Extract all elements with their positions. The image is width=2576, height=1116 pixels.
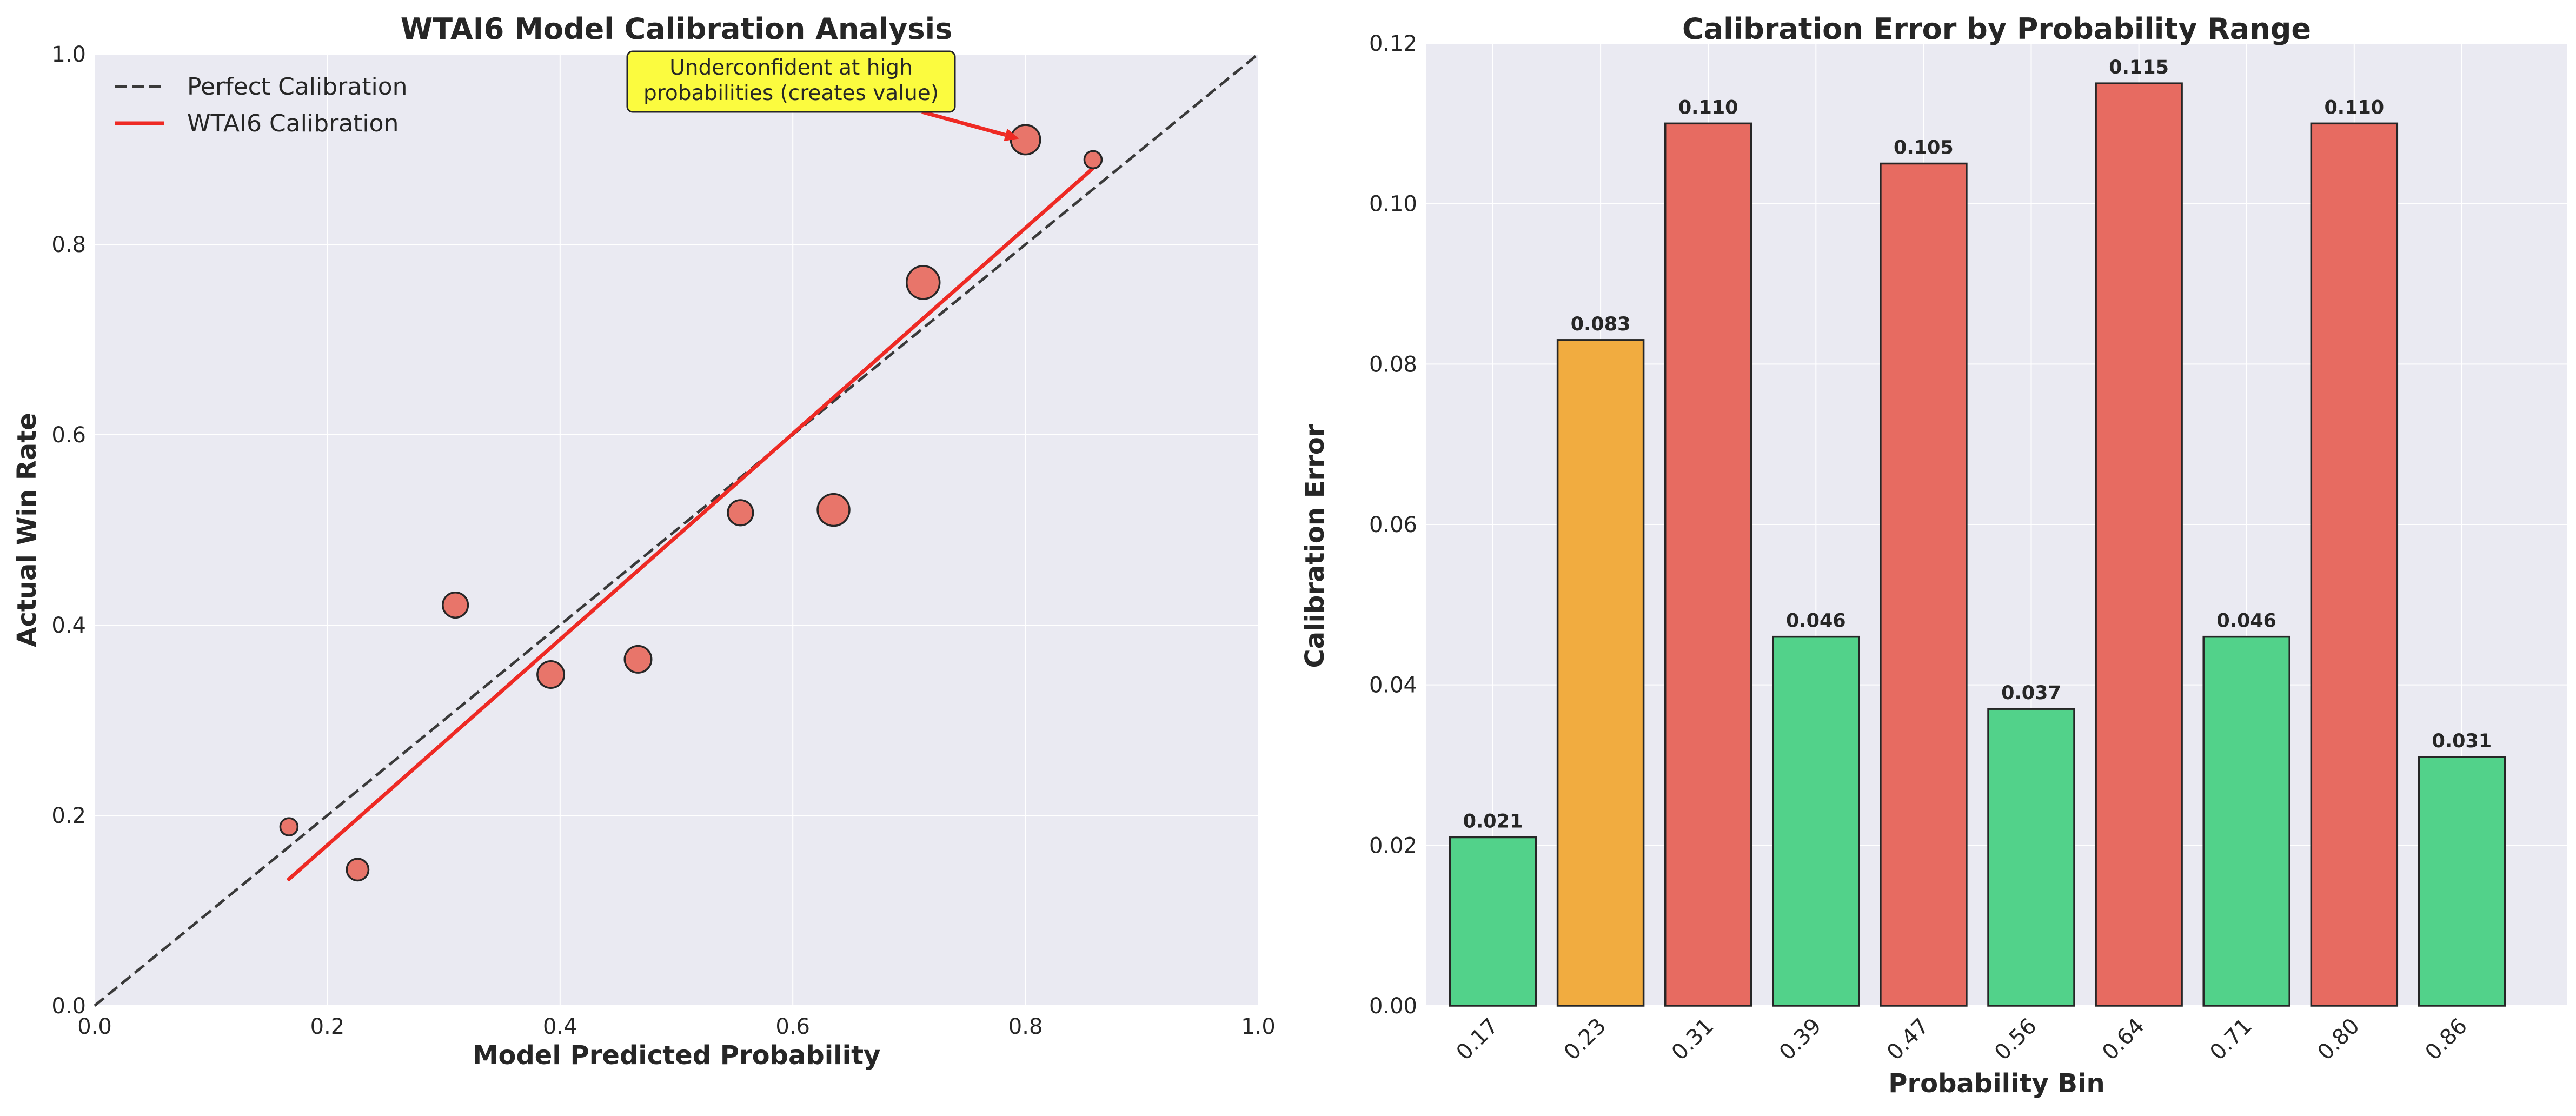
bar-value-label: 0.021 [1463, 811, 1523, 833]
data-point [816, 493, 851, 527]
y-axis-label: Actual Win Rate [12, 413, 42, 647]
bar [2202, 635, 2290, 1007]
annotation-box [626, 50, 956, 113]
bar [1664, 122, 1752, 1007]
perfect-calibration-line [94, 53, 1259, 1007]
x-tick-label: 1.0 [1241, 1014, 1276, 1039]
legend-label-wtai6: WTAI6 Calibration [187, 110, 399, 137]
annotation-text-line: probabilities (creates value) [643, 81, 939, 105]
bar-value-label: 0.115 [2109, 57, 2169, 78]
x-axis-label: Model Predicted Probability [473, 1040, 881, 1071]
x-tick-labels: 0.0 0.2 0.4 0.6 0.8 1.0 [77, 1014, 1276, 1039]
x-tick-label: 0.2 [310, 1014, 345, 1039]
y-tick-label: 0.8 [51, 232, 86, 257]
x-tick-label: 0.31 [1667, 1014, 1719, 1066]
data-point [536, 660, 566, 689]
wtai6-calibration-line [287, 166, 1095, 881]
bar-value-label: 0.046 [2216, 610, 2276, 632]
y-tick-label: 0.06 [1369, 513, 1417, 537]
x-tick-labels: 0.17 0.23 0.31 0.39 0.47 0.56 0.64 0.71 0.80 0.86 [1452, 1014, 2472, 1066]
bar-value-label: 0.037 [2001, 682, 2061, 704]
bar [2310, 122, 2399, 1007]
annotation-text-line: Underconfident at high [669, 56, 913, 80]
x-tick-label: 0.80 [2313, 1014, 2365, 1066]
y-tick-label: 0.02 [1369, 833, 1417, 858]
x-tick-label: 0.86 [2420, 1014, 2472, 1066]
y-tick-label: 0.12 [1369, 31, 1417, 56]
y-tick-label: 0.6 [51, 423, 86, 448]
x-tick-label: 0.6 [775, 1014, 810, 1039]
chart-title: Calibration Error by Probability Range [1682, 12, 2311, 46]
legend: Perfect Calibration WTAI6 Calibration [115, 73, 408, 137]
calibration-scatter-chart: 0.0 0.2 0.4 0.6 0.8 1.0 0.0 0.2 0.4 0.6 0.8 1.0 WT… [12, 12, 1276, 1071]
y-tick-label: 0.2 [51, 803, 86, 828]
fit-line-layer [287, 166, 1095, 881]
bar [1449, 836, 1537, 1007]
y-tick-label: 0.0 [51, 994, 86, 1019]
y-tick-labels: 0.0 0.2 0.4 0.6 0.8 1.0 [51, 42, 86, 1019]
perfect-calibration-line-layer [94, 53, 1259, 1007]
grid-lines [94, 54, 1259, 1006]
data-point [905, 265, 941, 300]
y-axis-label: Calibration Error [1300, 424, 1330, 668]
bar-value-label: 0.083 [1571, 314, 1631, 335]
annotation: Underconfident at high probabilities (cr… [626, 50, 1019, 142]
legend-label-perfect: Perfect Calibration [187, 73, 408, 101]
y-tick-label: 0.4 [51, 613, 86, 638]
bar [2095, 82, 2183, 1007]
x-tick-label: 0.71 [2205, 1014, 2257, 1066]
x-tick-label: 0.0 [77, 1014, 112, 1039]
data-points [279, 124, 1103, 882]
bar-value-label: 0.105 [1894, 137, 1954, 159]
bar [1987, 708, 2075, 1007]
x-tick-label: 0.8 [1008, 1014, 1043, 1039]
annotation-arrow-head [1004, 128, 1019, 142]
data-point [442, 591, 469, 619]
y-tick-label: 0.10 [1369, 192, 1417, 217]
data-point [346, 858, 370, 882]
x-tick-label: 0.39 [1775, 1014, 1827, 1066]
bar-value-label: 0.110 [2324, 97, 2384, 118]
bar-value-label: 0.046 [1786, 610, 1846, 632]
x-tick-label: 0.64 [2097, 1014, 2149, 1066]
data-point [1083, 150, 1103, 170]
bar-value-labels: 0.021 0.083 0.110 0.046 0.105 0.037 0.115 0.046… [1463, 57, 2492, 832]
y-tick-labels: 0.00 0.02 0.04 0.06 0.08 0.10 0.12 [1369, 31, 1417, 1019]
annotation-arrow [921, 110, 1006, 137]
y-tick-label: 0.00 [1369, 994, 1417, 1019]
bars [1449, 82, 2506, 1007]
y-tick-label: 0.04 [1369, 673, 1417, 698]
x-tick-label: 0.56 [1990, 1014, 2042, 1066]
y-tick-label: 0.08 [1369, 352, 1417, 377]
bar [1880, 162, 1968, 1007]
x-tick-label: 0.23 [1559, 1014, 1611, 1066]
x-tick-label: 0.17 [1452, 1014, 1504, 1066]
data-point [279, 817, 299, 836]
bar [1772, 635, 1860, 1007]
x-tick-label: 0.4 [543, 1014, 577, 1039]
x-tick-label: 0.47 [1882, 1014, 1934, 1066]
y-tick-label: 1.0 [51, 42, 86, 67]
x-axis-label: Probability Bin [1888, 1068, 2104, 1099]
bar-value-label: 0.110 [1678, 97, 1738, 118]
data-point [623, 645, 653, 674]
data-point [727, 499, 754, 527]
chart-title: WTAI6 Model Calibration Analysis [401, 12, 953, 46]
calibration-error-bar-chart: 0.021 0.083 0.110 0.046 0.105 0.037 0.115 0.046… [1300, 12, 2567, 1099]
bar [2418, 756, 2506, 1007]
data-point [1010, 124, 1041, 156]
bar-value-label: 0.031 [2432, 730, 2492, 752]
bar [1556, 339, 1645, 1007]
